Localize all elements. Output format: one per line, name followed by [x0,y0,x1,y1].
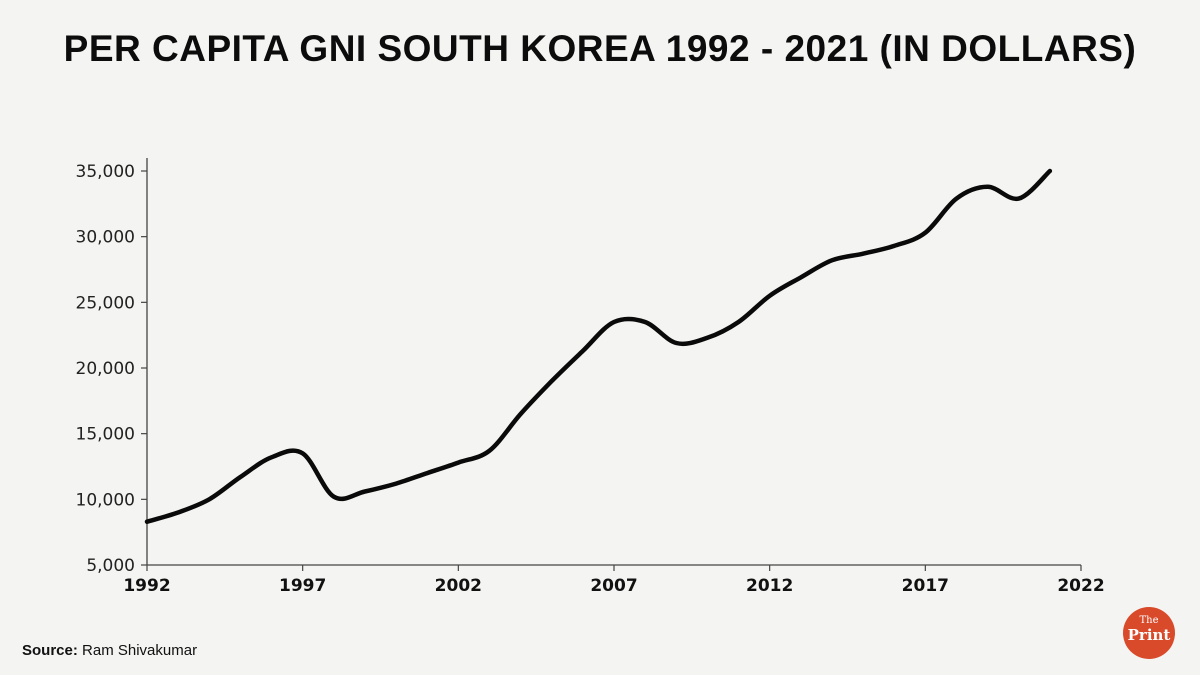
data-point [923,231,927,235]
data-point [207,497,211,501]
data-point [488,449,492,453]
data-point [270,455,274,459]
y-tick-label: 25,000 [76,293,135,313]
data-point [145,520,149,524]
x-tick-label: 2022 [1057,576,1104,596]
data-point [799,275,803,279]
x-tick-label: 2007 [590,576,637,596]
source-label: Source: [22,642,78,659]
data-point [674,341,678,345]
y-tick-label: 10,000 [76,490,135,510]
data-point [830,258,834,262]
data-point [643,320,647,324]
data-point [955,197,959,201]
data-point [1017,197,1021,201]
data-point [612,320,616,324]
x-tick-label: 2002 [435,576,482,596]
series-group [144,168,1053,524]
theprint-logo: The Print [1123,607,1175,659]
logo-line1: The [1139,615,1159,626]
data-point [238,475,242,479]
series-line-per-capita-gni [144,168,1053,524]
data-point [581,349,585,353]
data-point [1048,169,1052,173]
y-tick-label: 30,000 [76,228,135,248]
data-point [332,495,336,499]
data-point [425,471,429,475]
data-point [301,451,305,455]
x-tick-label: 2017 [902,576,949,596]
data-point [176,511,180,515]
y-tick-label: 20,000 [76,359,135,379]
data-point [986,185,990,189]
x-tick-label: 2012 [746,576,793,596]
data-point [456,461,460,465]
y-tick-label: 15,000 [76,425,135,445]
y-tick-label: 35,000 [76,162,135,182]
y-axis-ticks: 5,000 10,000 15,000 20,000 25,000 30,000 35,00… [76,162,147,576]
source-credit: Source: Ram Shivakumar [22,642,197,659]
data-point [737,320,741,324]
x-tick-label: 1997 [279,576,326,596]
x-tick-label: 1992 [123,576,170,596]
logo-line2: Print [1127,626,1171,644]
source-name: Ram Shivakumar [82,642,198,659]
x-axis-ticks: 1992 1997 2002 2007 2012 2017 2022 [123,565,1105,596]
data-point [892,244,896,248]
data-point [550,379,554,383]
y-tick-label: 5,000 [86,556,135,576]
data-point [861,252,865,256]
data-point [363,490,367,494]
data-point [519,412,523,416]
data-point [768,294,772,298]
data-point [394,482,398,486]
chart-title: PER CAPITA GNI SOUTH KOREA 1992 - 2021 (… [63,28,1137,69]
data-point [705,336,709,340]
